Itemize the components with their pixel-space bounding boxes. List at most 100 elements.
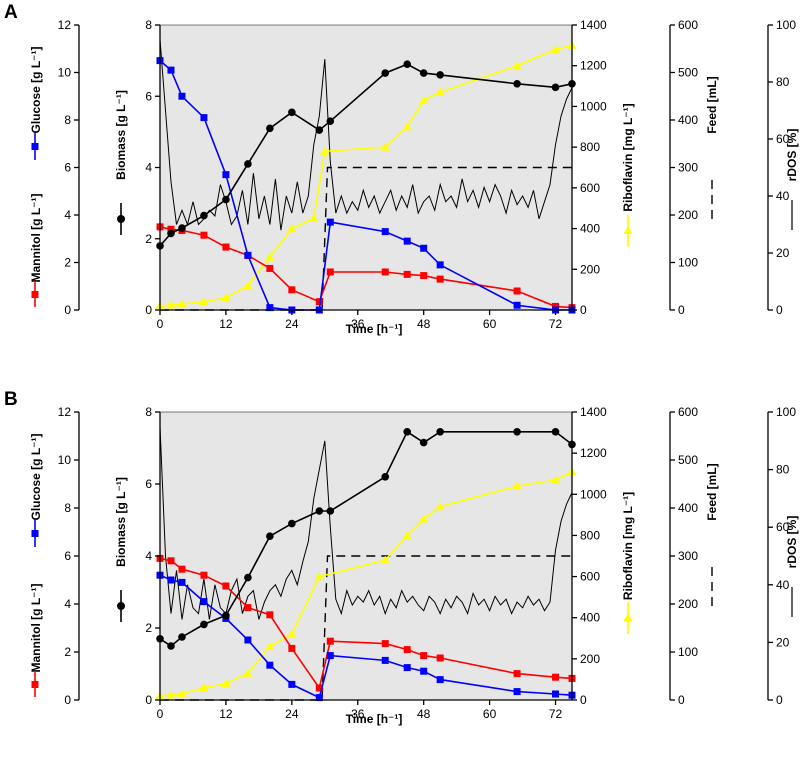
data-point-riboflavin	[380, 555, 390, 564]
data-point-biomass	[200, 211, 208, 220]
y-tick-label-glucose: 8	[64, 113, 71, 127]
y-tick-label-rdos: 0	[776, 693, 783, 707]
data-point-mannitol	[552, 302, 560, 310]
data-point-mannitol	[436, 275, 444, 283]
series-line-riboflavin	[159, 470, 573, 697]
data-point-mannitol	[513, 287, 521, 295]
data-point-glucose	[513, 688, 521, 696]
x-tick-label: 72	[549, 317, 563, 331]
data-point-mannitol	[381, 640, 389, 648]
data-point-riboflavin	[435, 502, 445, 511]
y-tick-label-biomass: 6	[145, 477, 152, 491]
series-mannitol	[156, 554, 576, 692]
data-point-biomass	[326, 117, 335, 125]
y-axis-feed: 0 100 200 300 400 500 600	[669, 405, 698, 707]
data-point-biomass	[326, 507, 335, 515]
y-tick-label-glucose: 12	[58, 405, 72, 419]
y-tick-label-riboflavin: 1200	[580, 59, 607, 73]
data-point-riboflavin	[309, 213, 319, 222]
data-point-glucose	[381, 656, 389, 664]
x-axis: 0 12 24 36 48 60 72 Time [h⁻¹]	[157, 309, 572, 336]
x-tick-label: 12	[219, 317, 233, 331]
y-tick-label-feed: 0	[678, 303, 685, 317]
y-axis-label-feed: Feed [mL]	[705, 463, 719, 520]
data-point-glucose	[200, 114, 208, 122]
data-point-mannitol	[178, 565, 186, 573]
data-point-biomass	[403, 60, 412, 68]
legend-marker-biomass	[117, 215, 125, 223]
y-tick-label-riboflavin: 400	[580, 611, 600, 625]
series-rdos	[159, 426, 573, 620]
data-point-mannitol	[403, 646, 411, 654]
y-tick-label-glucose: 12	[58, 18, 72, 32]
y-tick-label-feed: 400	[678, 113, 698, 127]
y-tick-label-feed: 0	[678, 693, 685, 707]
y-tick-label-rdos: 40	[776, 189, 790, 203]
series-biomass	[156, 428, 576, 650]
data-point-mannitol	[420, 652, 428, 660]
data-point-riboflavin	[287, 629, 297, 638]
series-biomass	[156, 60, 576, 250]
legend-marker-riboflavin	[623, 613, 633, 621]
y-axis-label-biomass: Biomass [g L⁻¹]	[114, 477, 128, 567]
data-point-biomass	[222, 195, 230, 204]
y-tick-label-riboflavin: 1200	[580, 446, 607, 460]
data-point-biomass	[513, 79, 521, 88]
data-point-mannitol	[167, 225, 175, 233]
y-tick-label-glucose: 6	[64, 549, 71, 563]
x-tick-label: 12	[219, 707, 233, 721]
data-point-glucose	[326, 652, 334, 660]
y-tick-label-riboflavin: 1000	[580, 99, 607, 113]
y-tick-label-feed: 300	[678, 161, 698, 175]
data-point-biomass	[315, 507, 324, 515]
y-tick-label-riboflavin: 400	[580, 222, 600, 236]
x-tick-label: 72	[549, 707, 563, 721]
data-point-mannitol	[420, 272, 428, 280]
y-tick-label-glucose: 10	[58, 453, 72, 467]
y-tick-label-glucose: 4	[64, 208, 71, 222]
data-point-glucose	[513, 301, 521, 309]
y-axis-label-rdos: rDOS [%]	[785, 129, 799, 182]
y-tick-label-rdos: 0	[776, 303, 783, 317]
data-point-biomass	[551, 428, 560, 436]
legend-marker-mannitol	[31, 291, 39, 298]
series-line-rdos	[159, 39, 573, 231]
legend-marker-glucose	[31, 143, 39, 150]
y-tick-label-biomass: 0	[145, 693, 152, 707]
data-point-mannitol	[326, 268, 334, 276]
data-point-glucose	[200, 598, 208, 606]
y-tick-label-glucose: 10	[58, 66, 72, 80]
y-axis-label-feed: Feed [mL]	[705, 76, 719, 133]
y-axis-rdos: 0 20 40 60 80 100	[767, 18, 796, 317]
panel-label: A	[4, 2, 18, 23]
y-tick-label-glucose: 6	[64, 161, 71, 175]
y-axis-glucose-mannitol: 0 2 4 6 8 10 12	[58, 18, 80, 317]
y-axis-glucose-mannitol: 0 2 4 6 8 10 12	[58, 405, 80, 707]
legend-marker-mannitol	[31, 681, 39, 688]
data-point-biomass	[167, 229, 175, 238]
y-tick-label-biomass: 2	[145, 232, 152, 246]
y-axis-biomass: 0 2 4 6 8	[145, 18, 161, 317]
y-tick-label-biomass: 4	[145, 549, 152, 563]
data-point-mannitol	[315, 298, 323, 306]
data-point-biomass	[222, 611, 230, 620]
y-tick-label-riboflavin: 1000	[580, 487, 607, 501]
data-point-riboflavin	[402, 530, 412, 539]
y-tick-label-feed: 200	[678, 208, 698, 222]
data-point-mannitol	[266, 264, 274, 272]
data-point-biomass	[436, 428, 444, 436]
data-point-glucose	[403, 237, 411, 245]
y-tick-label-biomass: 4	[145, 161, 152, 175]
data-point-riboflavin	[265, 642, 275, 651]
data-point-glucose	[403, 664, 411, 672]
data-point-mannitol	[403, 270, 411, 278]
x-tick-label: 36	[351, 707, 365, 721]
data-point-glucose	[266, 304, 274, 312]
y-tick-label-feed: 600	[678, 405, 698, 419]
data-point-biomass	[178, 224, 186, 232]
data-point-mannitol	[222, 243, 230, 251]
y-axis-feed: 0 100 200 300 400 500 600	[669, 18, 698, 317]
data-point-glucose	[552, 690, 560, 698]
